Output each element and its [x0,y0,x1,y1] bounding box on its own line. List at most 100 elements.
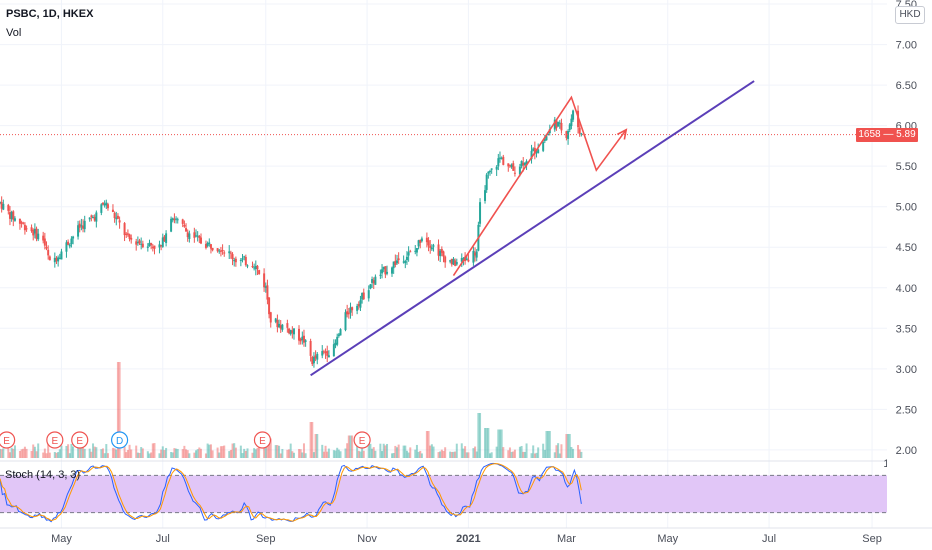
drawing-annotations[interactable] [310,80,755,377]
volume-bar [274,445,277,458]
volume-bar [241,453,244,458]
candle-body [302,335,305,343]
candle-body [234,258,237,263]
candle-body [361,292,364,300]
volume-bar [565,434,568,458]
volume-bar [0,449,3,458]
volume-bar [8,452,11,458]
candlesticks[interactable] [0,105,887,368]
candle-body [374,276,377,285]
symbol-title[interactable]: PSBC, 1D, HKEX [6,8,94,20]
volume-bar [454,451,457,458]
candle-body [419,239,422,243]
event-marker-circle [110,431,129,449]
volume-bar [146,451,149,458]
stochastic-indicator-label[interactable]: Stoch (14, 3, 3) [5,469,81,481]
candle-body [572,110,575,120]
candle-body [397,258,400,261]
candle-body [312,356,315,364]
candle-body [465,258,468,260]
event-marker-circle [71,431,89,449]
volume-bar [557,443,560,458]
time-tick-label: Jul [762,533,776,545]
candle-body [10,212,13,220]
candle-body [229,252,232,254]
candle-body [326,351,329,356]
volume-bar [181,449,184,458]
candle-body [113,212,116,219]
price-tick-label: 3.50 [896,323,917,335]
volume-bar [484,428,487,458]
volume-bar [135,445,138,458]
candle-body [115,217,118,220]
price-axis[interactable]: 2.002.503.003.504.004.505.005.506.006.50… [887,0,932,550]
volume-bar [196,449,199,458]
candle-body [490,168,493,170]
candle-body [297,328,300,341]
volume-bar [204,453,207,458]
volume-bar [136,452,139,458]
volume-bar [239,445,242,458]
candle-body [185,228,188,232]
candle-body [158,244,161,248]
candle-body [500,158,503,160]
volume-bars [0,362,583,458]
event-marker-circle [0,431,16,449]
candle-body [336,336,339,345]
candle-body [256,265,259,270]
volume-bar [304,453,307,458]
candle-body [82,225,85,229]
volume-bar [163,450,166,458]
volume-bar [326,451,329,458]
volume-bar [264,443,267,458]
volume-bar [472,448,475,458]
candle-body [258,270,261,275]
candle-body [462,258,465,260]
candle-body [460,257,463,262]
candle-body [218,250,221,252]
candle-body [130,237,133,240]
candle-body [251,266,254,268]
volume-bar [359,451,362,458]
candle-body [332,344,335,357]
candle-body [567,130,570,139]
event-marker-label: E [359,436,366,447]
volume-bar [23,446,26,458]
candle-body [281,324,284,330]
volume-bar [553,452,556,458]
price-tick-label: 5.50 [896,161,917,173]
volume-bar [460,443,463,458]
candle-body [116,215,119,219]
volume-bar [297,448,300,458]
volume-bar [90,451,93,458]
volume-bar [372,447,375,458]
candle-body [472,251,475,263]
volume-indicator-label[interactable]: Vol [6,27,22,39]
candle-body [402,261,405,263]
candle-body [371,279,374,283]
candle-body [198,236,201,238]
candle-body [392,261,395,269]
candle-body [146,246,149,248]
volume-bar [106,453,109,458]
volume-bar [53,451,56,458]
candle-body [263,273,266,288]
volume-bar [153,443,156,458]
candle-body [47,249,50,256]
candle-body [153,245,156,249]
candle-body [70,238,73,245]
time-axis[interactable]: May Jul Sep Nov 2021 Mar May Jul Sep [0,527,932,545]
candle-body [183,224,186,227]
candle-body [241,258,244,260]
volume-bar [234,447,237,458]
candle-body [195,235,198,237]
candle-body [35,228,38,239]
volume-bar [547,431,550,458]
volume-bar [185,449,188,458]
volume-bar [530,453,533,458]
event-marker-label: E [76,436,83,447]
currency-badge[interactable]: HKD [895,6,925,24]
stoch-band [0,475,887,513]
